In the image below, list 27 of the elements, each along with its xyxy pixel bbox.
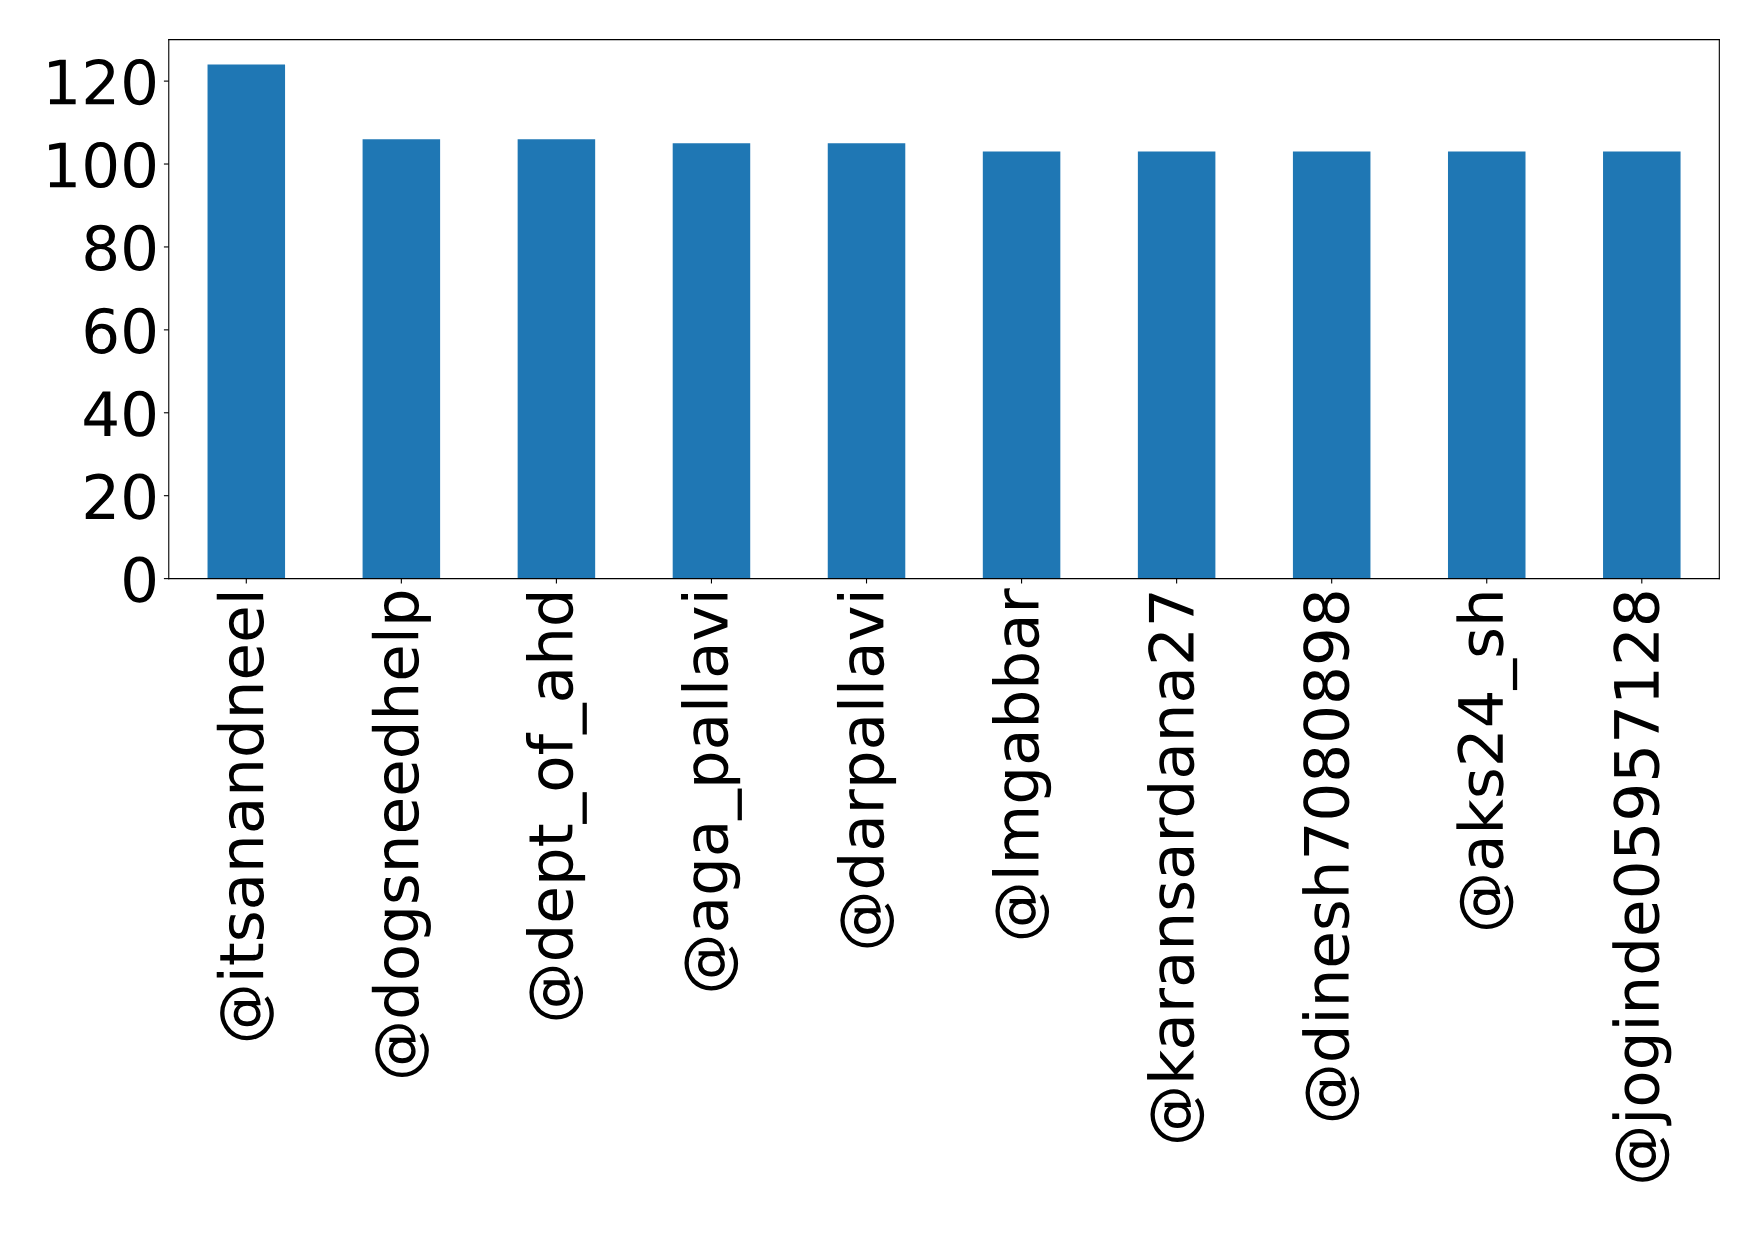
y-tick-label: 60	[85, 307, 155, 354]
bar	[517, 139, 596, 579]
x-tick-label: @aks24_sh	[1456, 593, 1518, 929]
x-tick-label: @karansardana27	[1147, 593, 1205, 1143]
bar	[672, 143, 751, 579]
bar	[207, 64, 286, 579]
bar	[1447, 151, 1526, 579]
x-tick-label: @aga_pallavi	[681, 594, 742, 991]
bar	[982, 151, 1061, 579]
x-tick-label: @dinesh7080898	[1302, 592, 1360, 1121]
bar	[362, 139, 441, 579]
bar	[1603, 151, 1681, 579]
bar	[1137, 151, 1216, 579]
x-tick-label: @dept_of_ahd	[525, 593, 587, 1020]
bar	[827, 143, 906, 579]
y-tick-label: 100	[49, 141, 155, 189]
y-tick-label: 80	[85, 224, 155, 272]
x-tick-label: @joginde05957128	[1612, 592, 1672, 1182]
bar	[1292, 151, 1371, 579]
y-tick-label: 40	[84, 390, 155, 437]
x-tick-label: @dogsneedhelp	[371, 591, 431, 1078]
x-tick-label: @itsanandneel	[216, 594, 274, 1041]
x-tick-label: @darpallavi	[836, 594, 897, 948]
y-tick-label: 20	[85, 473, 155, 520]
x-tick-label: @lmgabbar	[992, 588, 1052, 939]
y-tick-label: 120	[49, 58, 155, 106]
y-tick-label: 0	[124, 556, 155, 603]
